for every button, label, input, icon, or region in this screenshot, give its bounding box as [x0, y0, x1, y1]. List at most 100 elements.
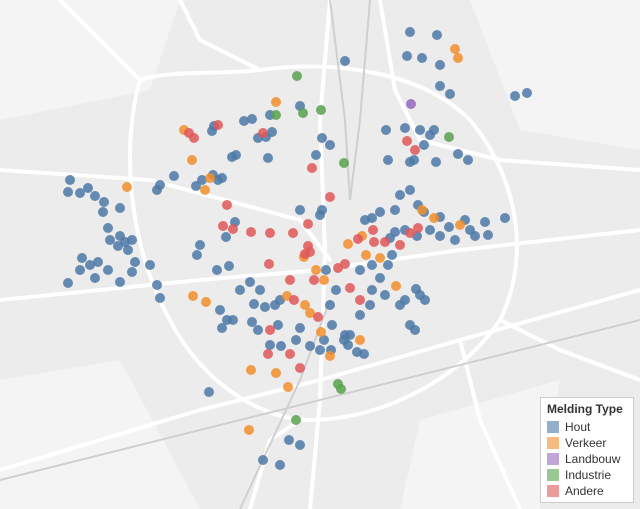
report-dot[interactable]: [390, 227, 400, 237]
report-dot[interactable]: [340, 330, 350, 340]
report-dot[interactable]: [103, 223, 113, 233]
report-dot[interactable]: [359, 349, 369, 359]
report-dot[interactable]: [321, 265, 331, 275]
report-dot[interactable]: [247, 317, 257, 327]
report-dot[interactable]: [295, 205, 305, 215]
report-dot[interactable]: [105, 235, 115, 245]
report-dot[interactable]: [298, 108, 308, 118]
report-dot[interactable]: [383, 260, 393, 270]
report-dot[interactable]: [402, 136, 412, 146]
report-dot[interactable]: [228, 224, 238, 234]
report-dot[interactable]: [313, 312, 323, 322]
report-dot[interactable]: [316, 327, 326, 337]
report-dot[interactable]: [303, 219, 313, 229]
report-dot[interactable]: [115, 203, 125, 213]
report-dot[interactable]: [192, 250, 202, 260]
report-dot[interactable]: [331, 285, 341, 295]
report-dot[interactable]: [367, 260, 377, 270]
report-dot[interactable]: [380, 290, 390, 300]
report-dot[interactable]: [483, 230, 493, 240]
report-dot[interactable]: [65, 175, 75, 185]
report-dot[interactable]: [90, 191, 100, 201]
report-dot[interactable]: [195, 240, 205, 250]
report-dot[interactable]: [413, 223, 423, 233]
report-dot[interactable]: [245, 277, 255, 287]
report-dot[interactable]: [246, 227, 256, 237]
report-dot[interactable]: [405, 27, 415, 37]
report-dot[interactable]: [289, 295, 299, 305]
report-dot[interactable]: [429, 125, 439, 135]
report-dot[interactable]: [63, 187, 73, 197]
report-dot[interactable]: [98, 207, 108, 217]
report-dot[interactable]: [218, 221, 228, 231]
report-dot[interactable]: [217, 173, 227, 183]
report-dot[interactable]: [400, 123, 410, 133]
report-dot[interactable]: [263, 349, 273, 359]
report-dot[interactable]: [395, 190, 405, 200]
report-dot[interactable]: [291, 335, 301, 345]
report-dot[interactable]: [417, 53, 427, 63]
report-dot[interactable]: [265, 340, 275, 350]
report-dot[interactable]: [224, 261, 234, 271]
report-dot[interactable]: [425, 225, 435, 235]
report-dot[interactable]: [340, 56, 350, 66]
report-dot[interactable]: [145, 260, 155, 270]
report-dot[interactable]: [75, 188, 85, 198]
report-dot[interactable]: [405, 157, 415, 167]
report-dot[interactable]: [123, 245, 133, 255]
report-dot[interactable]: [83, 183, 93, 193]
report-dot[interactable]: [316, 105, 326, 115]
report-dot[interactable]: [305, 341, 315, 351]
report-dot[interactable]: [325, 140, 335, 150]
report-dot[interactable]: [300, 300, 310, 310]
report-dot[interactable]: [311, 265, 321, 275]
report-dot[interactable]: [271, 97, 281, 107]
report-dot[interactable]: [264, 259, 274, 269]
report-dot[interactable]: [369, 237, 379, 247]
report-dot[interactable]: [367, 285, 377, 295]
report-dot[interactable]: [480, 217, 490, 227]
report-dot[interactable]: [405, 185, 415, 195]
report-dot[interactable]: [395, 240, 405, 250]
report-dot[interactable]: [221, 232, 231, 242]
report-dot[interactable]: [380, 237, 390, 247]
report-dot[interactable]: [288, 228, 298, 238]
report-dot[interactable]: [411, 284, 421, 294]
report-dot[interactable]: [368, 225, 378, 235]
report-dot[interactable]: [375, 207, 385, 217]
report-dot[interactable]: [339, 158, 349, 168]
report-dot[interactable]: [273, 320, 283, 330]
report-dot[interactable]: [406, 99, 416, 109]
report-dot[interactable]: [263, 153, 273, 163]
report-dot[interactable]: [453, 149, 463, 159]
report-dot[interactable]: [355, 265, 365, 275]
report-dot[interactable]: [122, 182, 132, 192]
report-dot[interactable]: [205, 173, 215, 183]
report-dot[interactable]: [444, 132, 454, 142]
report-dot[interactable]: [295, 440, 305, 450]
report-dot[interactable]: [315, 345, 325, 355]
report-dot[interactable]: [444, 222, 454, 232]
report-dot[interactable]: [291, 415, 301, 425]
report-dot[interactable]: [295, 323, 305, 333]
report-dot[interactable]: [267, 127, 277, 137]
report-dot[interactable]: [420, 295, 430, 305]
report-dot[interactable]: [201, 297, 211, 307]
report-dot[interactable]: [244, 425, 254, 435]
report-dot[interactable]: [285, 349, 295, 359]
report-dot[interactable]: [463, 155, 473, 165]
report-dot[interactable]: [305, 247, 315, 257]
report-dot[interactable]: [387, 250, 397, 260]
report-dot[interactable]: [402, 51, 412, 61]
report-dot[interactable]: [152, 185, 162, 195]
report-dot[interactable]: [500, 213, 510, 223]
report-dot[interactable]: [319, 335, 329, 345]
report-dot[interactable]: [275, 460, 285, 470]
report-dot[interactable]: [391, 281, 401, 291]
report-dot[interactable]: [336, 384, 346, 394]
report-dot[interactable]: [325, 300, 335, 310]
report-dot[interactable]: [295, 363, 305, 373]
report-dot[interactable]: [419, 140, 429, 150]
report-dot[interactable]: [327, 320, 337, 330]
report-dot[interactable]: [450, 44, 460, 54]
